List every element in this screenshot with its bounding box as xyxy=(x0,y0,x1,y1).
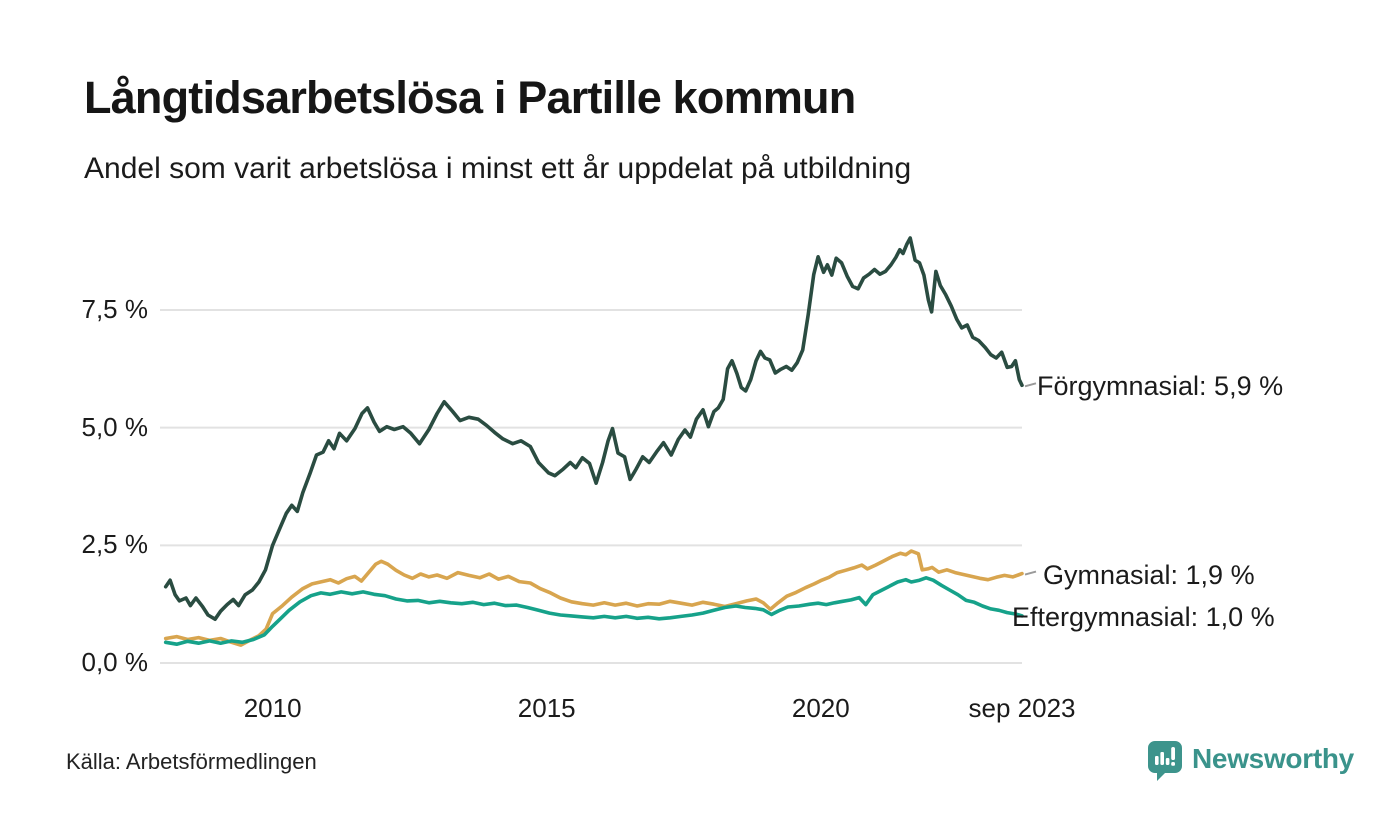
y-axis-tick-1: 2,5 % xyxy=(81,529,149,560)
y-axis-tick-2: 5,0 % xyxy=(81,411,149,442)
series-label-förgymnasial: Förgymnasial: 5,9 % xyxy=(1037,371,1284,402)
chart-subtitle: Andel som varit arbetslösa i minst ett å… xyxy=(84,152,912,185)
leader-dash-gymnasial xyxy=(1024,570,1037,576)
series-line-eftergymnasial xyxy=(163,575,1024,647)
y-axis-tick-0: 0,0 % xyxy=(81,647,149,677)
leader-dash-förgymnasial xyxy=(1024,382,1037,388)
series-line-förgymnasial xyxy=(163,236,1024,622)
x-axis-tick-0: 2010 xyxy=(243,693,302,723)
x-axis-tick-1: 2015 xyxy=(517,693,576,723)
y-axis-tick-3: 7,5 % xyxy=(81,293,149,324)
page-title: Långtidsarbetslösa i Partille kommun xyxy=(84,72,856,123)
x-axis-tick-3: sep 2023 xyxy=(968,693,1076,723)
newsworthy-wordmark: Newsworthy xyxy=(1192,743,1354,774)
line-chart xyxy=(160,236,1037,664)
series-label-gymnasial: Gymnasial: 1,9 % xyxy=(1043,559,1255,590)
source-note: Källa: Arbetsförmedlingen xyxy=(66,749,317,774)
newsworthy-logo-icon xyxy=(1148,741,1182,781)
x-axis-tick-2: 2020 xyxy=(791,693,850,723)
newsworthy-brand: Newsworthy xyxy=(1148,741,1354,781)
series-label-eftergymnasial: Eftergymnasial: 1,0 % xyxy=(1012,601,1275,632)
series-line-gymnasial xyxy=(163,549,1024,647)
